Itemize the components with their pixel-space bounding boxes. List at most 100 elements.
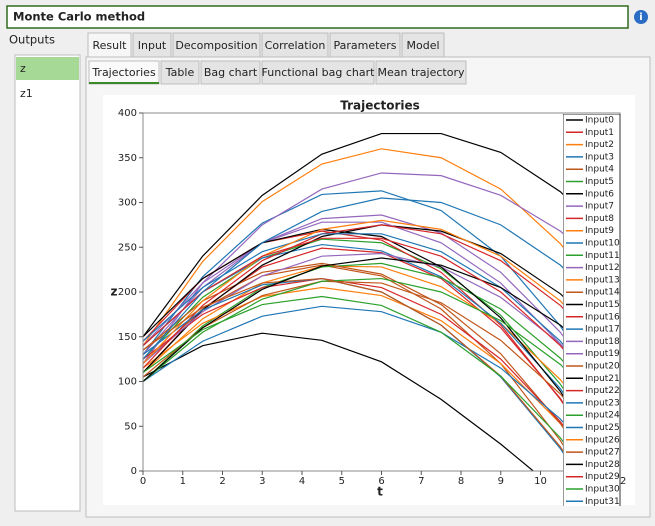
legend-label: Input11 xyxy=(585,251,620,261)
subtab[interactable] xyxy=(261,60,375,85)
tab[interactable] xyxy=(132,32,172,58)
legend-label: Input0 xyxy=(585,116,614,126)
subtab-label[interactable]: Trajectories xyxy=(91,66,156,79)
legend-label: Input14 xyxy=(585,288,620,298)
legend-label: Input8 xyxy=(585,214,614,224)
y-tick-label: 50 xyxy=(124,421,137,432)
tab[interactable] xyxy=(401,32,445,58)
x-axis-label: t xyxy=(377,485,383,499)
x-tick-label: 6 xyxy=(378,476,384,487)
legend-label: Input23 xyxy=(585,398,620,408)
subtab[interactable] xyxy=(200,60,261,85)
subtab-label[interactable]: Mean trajectory xyxy=(378,66,465,79)
x-tick-label: 9 xyxy=(498,476,504,487)
legend-label: Input10 xyxy=(585,239,620,249)
subtab-active-marker xyxy=(89,82,159,84)
tab-label[interactable]: Correlation xyxy=(265,39,326,52)
legend-label: Input18 xyxy=(585,337,620,347)
legend-label: Input24 xyxy=(585,411,620,421)
subtab-label[interactable]: Table xyxy=(165,66,195,79)
trajectory-line xyxy=(143,172,620,364)
y-tick-label: 200 xyxy=(118,287,137,298)
legend-label: Input19 xyxy=(585,349,620,359)
legend-box xyxy=(563,114,621,506)
tab[interactable] xyxy=(261,32,329,58)
tab-label[interactable]: Result xyxy=(93,39,128,52)
outputs-label: Outputs xyxy=(9,33,55,47)
legend-label: Input1 xyxy=(585,128,614,138)
legend-label: Input12 xyxy=(585,263,620,273)
legend-label: Input6 xyxy=(585,189,614,199)
trajectory-line xyxy=(143,332,535,471)
legend-label: Input17 xyxy=(585,325,620,335)
trajectory-line xyxy=(143,277,598,471)
x-tick-label: 3 xyxy=(259,476,265,487)
legend-label: Input29 xyxy=(585,472,620,482)
output-item-selected[interactable] xyxy=(16,57,79,80)
subtab[interactable] xyxy=(160,60,200,85)
trajectory-line xyxy=(143,262,620,425)
legend-label: Input30 xyxy=(585,485,620,495)
window-title: Monte Carlo method xyxy=(13,10,145,24)
legend-label: Input15 xyxy=(585,300,620,310)
y-tick-label: 300 xyxy=(118,198,137,209)
legend-label: Input9 xyxy=(585,226,614,236)
output-item[interactable]: z1 xyxy=(20,87,33,100)
output-item[interactable]: z xyxy=(20,62,26,75)
tab-label[interactable]: Decomposition xyxy=(175,39,257,52)
legend-label: Input5 xyxy=(585,177,614,187)
legend: Input0 Input1 Input2 Input3 Input4 Input5 Inpu… xyxy=(563,114,621,507)
trajectory-line xyxy=(143,132,620,338)
x-tick-label: 4 xyxy=(299,476,305,487)
tab-label[interactable]: Parameters xyxy=(334,39,397,52)
x-tick-label: 7 xyxy=(418,476,424,487)
trajectory-line xyxy=(143,148,620,347)
tab[interactable] xyxy=(172,32,261,58)
subtab[interactable] xyxy=(375,60,467,85)
legend-label: Input27 xyxy=(585,448,620,458)
legend-label: Input3 xyxy=(585,152,614,162)
x-tick-label: 5 xyxy=(339,476,345,487)
subtab-label[interactable]: Bag chart xyxy=(204,66,258,79)
y-tick-label: 100 xyxy=(118,377,137,388)
y-axis-label: z xyxy=(111,285,118,299)
tab-label[interactable]: Model xyxy=(406,39,439,52)
trajectory-line xyxy=(143,264,580,471)
y-tick-label: 0 xyxy=(131,466,137,477)
y-tick-label: 350 xyxy=(118,153,137,164)
legend-label: Input26 xyxy=(585,435,620,445)
x-tick-label: 1 xyxy=(180,476,186,487)
trajectory-line xyxy=(143,295,586,471)
title-field[interactable] xyxy=(6,5,629,29)
trajectory-line xyxy=(143,190,620,422)
y-tick-label: 150 xyxy=(118,332,137,343)
y-tick-label: 250 xyxy=(118,242,137,253)
tab[interactable] xyxy=(87,32,132,58)
legend-label: Input2 xyxy=(585,140,614,150)
legend-label: Input7 xyxy=(585,202,614,212)
x-tick-label: 2 xyxy=(219,476,225,487)
trajectory-line xyxy=(143,280,620,467)
trajectory-line xyxy=(143,305,609,471)
outputs-list xyxy=(14,54,81,512)
subtab-label[interactable]: Functional bag chart xyxy=(262,66,376,79)
tab-label[interactable]: Input xyxy=(138,39,167,52)
info-icon[interactable] xyxy=(634,10,648,24)
legend-label: Input22 xyxy=(585,386,620,396)
legend-label: Input20 xyxy=(585,362,620,372)
legend-label: Input13 xyxy=(585,275,620,285)
trajectory-line xyxy=(143,197,620,360)
legend-label: Input4 xyxy=(585,165,614,175)
x-tick-label: 0 xyxy=(140,476,146,487)
trajectory-line xyxy=(143,265,620,454)
plot-lines xyxy=(143,132,620,471)
legend-label: Input31 xyxy=(585,497,620,507)
trajectory-line xyxy=(143,237,620,418)
legend-label: Input28 xyxy=(585,460,620,470)
info-icon-glyph: i xyxy=(639,12,642,23)
x-tick-label: 10 xyxy=(534,476,547,487)
trajectory-line xyxy=(143,257,620,382)
tab[interactable] xyxy=(329,32,401,58)
chart-title: Trajectories xyxy=(340,99,420,113)
